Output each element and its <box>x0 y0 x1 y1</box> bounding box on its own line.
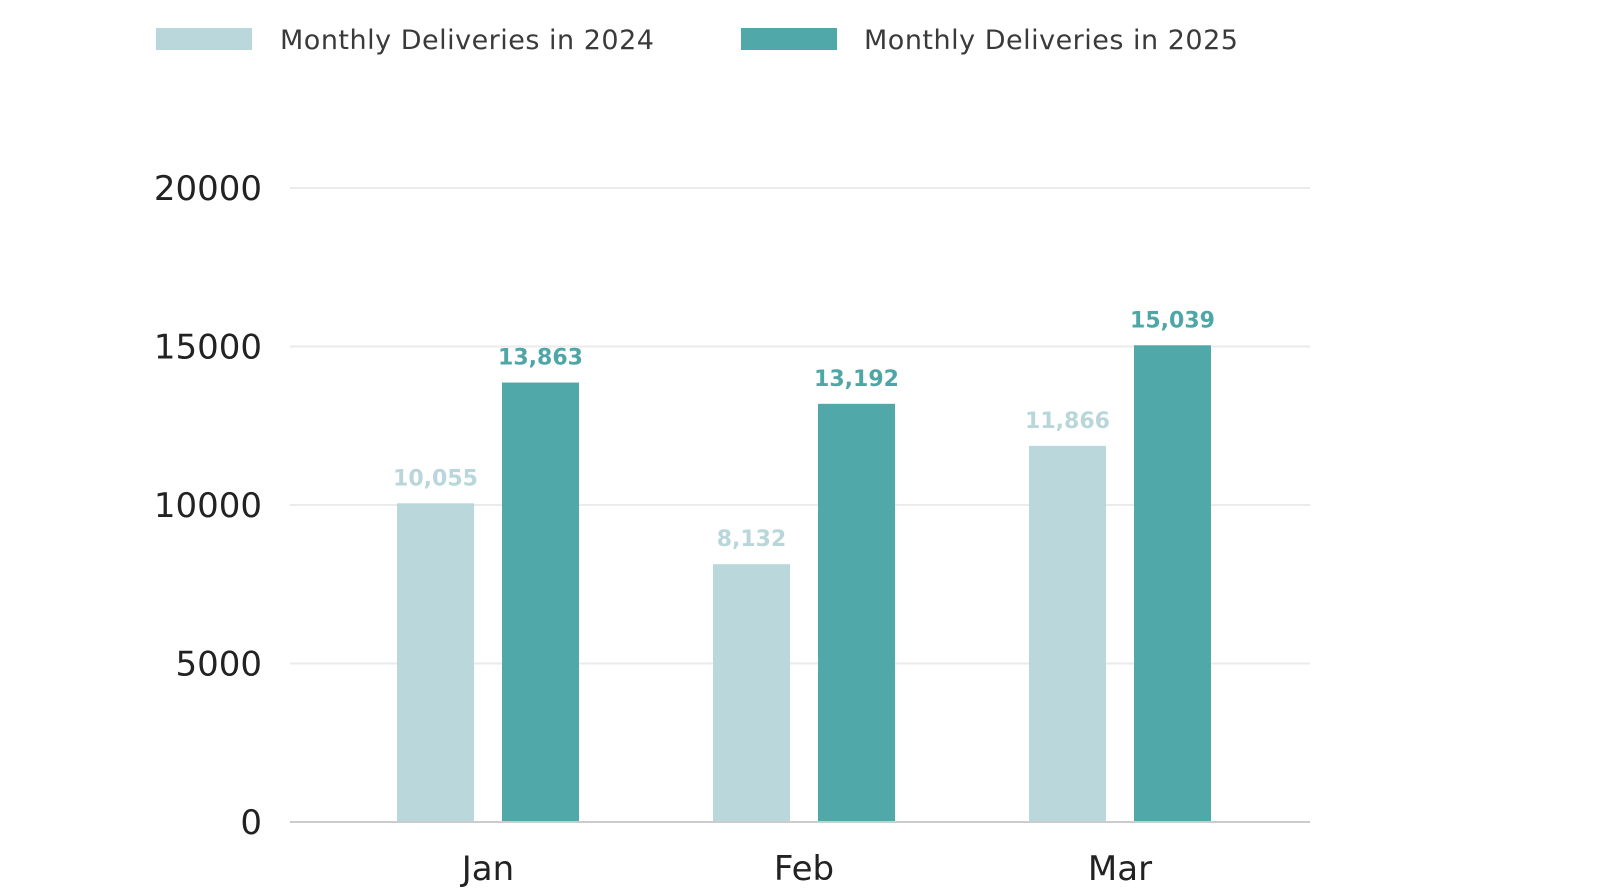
y-axis: 0 5000 10000 15000 20000 <box>154 169 262 843</box>
y-tick-label: 10000 <box>154 486 262 526</box>
x-tick-label: Mar <box>1088 849 1152 889</box>
legend-swatch <box>741 28 837 50</box>
y-tick-label: 0 <box>240 803 262 843</box>
bar-feb-series-1[interactable] <box>713 564 790 822</box>
legend-label: Monthly Deliveries in 2024 <box>280 25 654 56</box>
bar-feb-series-2[interactable] <box>818 403 895 822</box>
data-label: 13,863 <box>498 346 583 371</box>
bars: 10,055 13,863 8,132 13,192 11,866 15,039 <box>393 308 1215 822</box>
bar-jan-series-2[interactable] <box>502 382 579 822</box>
x-tick-label: Jan <box>460 849 514 889</box>
legend-swatch <box>156 28 252 50</box>
data-label: 10,055 <box>393 466 478 491</box>
legend-item-1[interactable]: Monthly Deliveries in 2024 <box>156 25 654 56</box>
legend-item-2[interactable]: Monthly Deliveries in 2025 <box>741 25 1238 56</box>
y-tick-label: 15000 <box>154 328 262 368</box>
data-label: 15,039 <box>1130 308 1215 333</box>
bar-mar-series-1[interactable] <box>1029 445 1106 822</box>
x-axis: Jan Feb Mar <box>290 821 1310 889</box>
bar-jan-series-1[interactable] <box>397 503 474 822</box>
data-label: 13,192 <box>814 367 899 392</box>
y-tick-label: 5000 <box>175 645 262 685</box>
data-label: 11,866 <box>1025 409 1110 434</box>
legend: Monthly Deliveries in 2024 Monthly Delive… <box>156 25 1238 56</box>
y-tick-label: 20000 <box>154 169 262 209</box>
x-tick-label: Feb <box>774 849 834 889</box>
legend-label: Monthly Deliveries in 2025 <box>864 25 1238 56</box>
data-label: 8,132 <box>717 527 787 552</box>
bar-mar-series-2[interactable] <box>1134 345 1211 822</box>
